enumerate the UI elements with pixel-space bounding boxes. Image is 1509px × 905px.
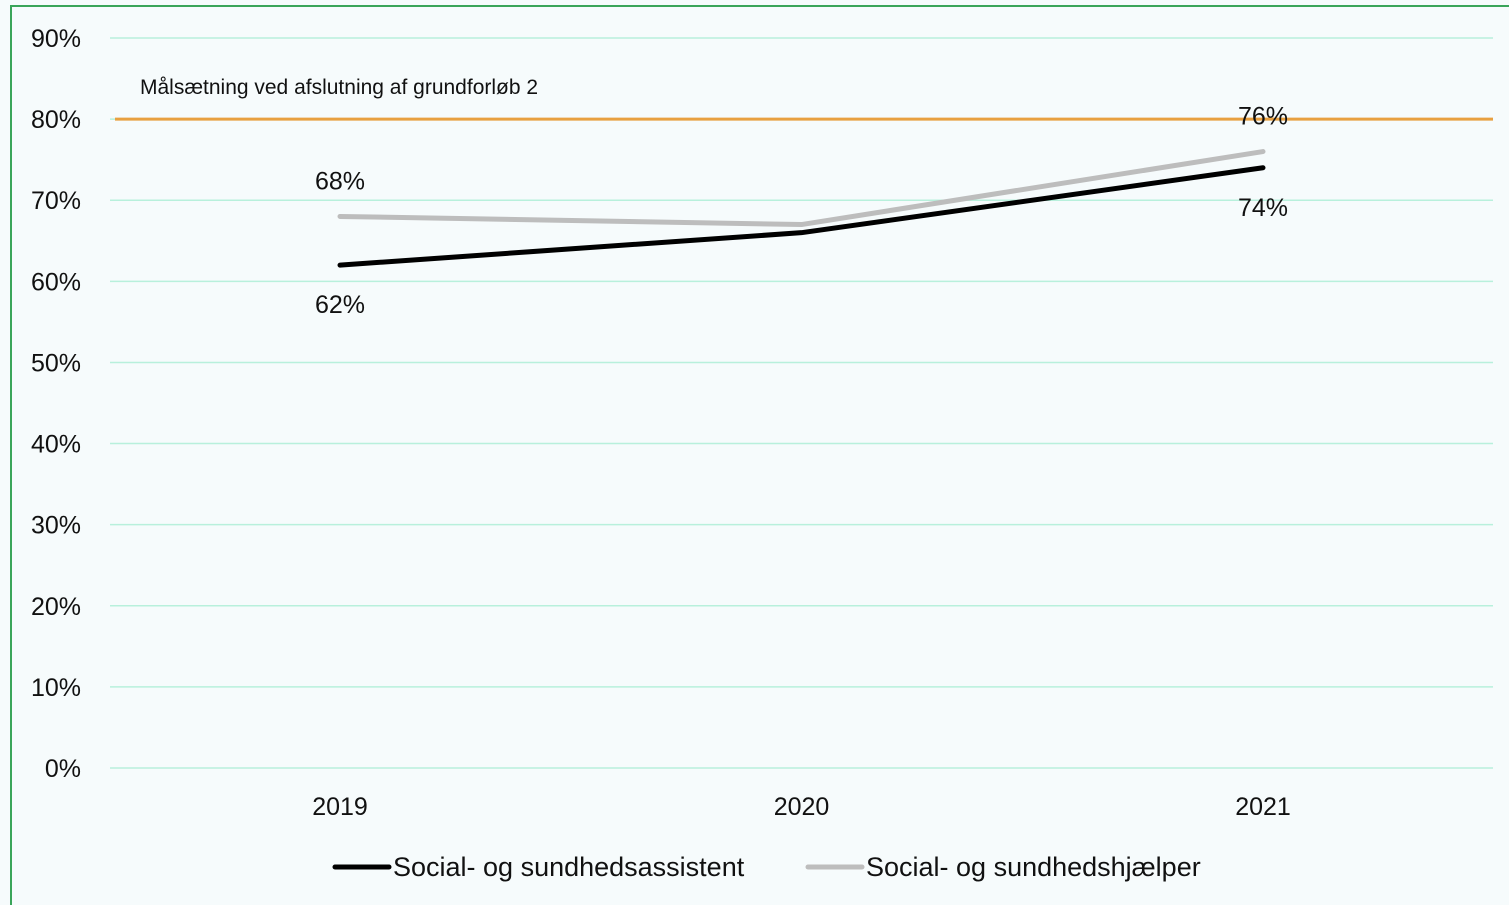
y-tick-label: 30%: [31, 512, 81, 540]
x-tick-label: 2019: [312, 793, 368, 821]
y-axis: 0% 10% 20% 30% 40% 50% 60% 70% 80% 90%: [31, 25, 81, 783]
legend-label: Social- og sundhedsassistent: [393, 852, 745, 882]
x-axis: 2019 2020 2021: [312, 793, 1291, 821]
y-tick-label: 90%: [31, 25, 81, 53]
gridlines: [110, 37, 1493, 769]
y-tick-label: 20%: [31, 593, 81, 621]
x-tick-label: 2020: [774, 793, 830, 821]
target-line-label: Målsætning ved afslutning af grundforløb…: [140, 76, 538, 99]
chart-frame: [10, 5, 1509, 905]
series-line: [337, 165, 1266, 268]
y-tick-label: 40%: [31, 431, 81, 459]
y-tick-label: 70%: [31, 187, 81, 215]
data-label: 74%: [1238, 194, 1288, 222]
y-tick-label: 10%: [31, 674, 81, 702]
legend: Social- og sundhedsassistent Social- og s…: [332, 852, 1201, 882]
series-line: [337, 149, 1266, 228]
y-tick-label: 0%: [45, 755, 81, 783]
data-label: 76%: [1238, 103, 1288, 131]
data-labels: 62% 74% 68% 76%: [315, 103, 1288, 320]
data-label: 62%: [315, 291, 365, 319]
y-tick-label: 60%: [31, 268, 81, 296]
legend-label: Social- og sundhedshjælper: [866, 852, 1201, 882]
data-label: 68%: [315, 167, 365, 195]
series-group: [337, 149, 1266, 268]
y-tick-label: 50%: [31, 349, 81, 377]
y-tick-label: 80%: [31, 106, 81, 134]
x-tick-label: 2021: [1235, 793, 1291, 821]
target-line-group: Målsætning ved afslutning af grundforløb…: [115, 76, 1493, 121]
